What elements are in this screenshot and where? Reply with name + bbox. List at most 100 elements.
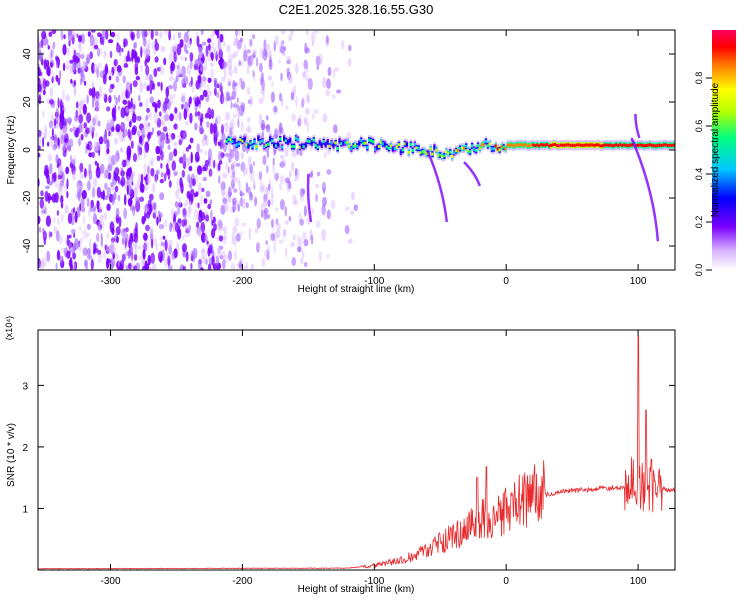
spectral-blob bbox=[106, 143, 109, 149]
ridge-core bbox=[383, 142, 387, 146]
spectral-blob bbox=[311, 31, 316, 44]
spectral-blob bbox=[81, 173, 85, 180]
spectral-blob bbox=[64, 204, 69, 214]
spectral-blob bbox=[188, 97, 191, 108]
spectral-blob bbox=[42, 230, 48, 241]
spectral-blob bbox=[82, 61, 87, 67]
spectral-blob bbox=[246, 66, 250, 75]
spectral-blob bbox=[60, 30, 63, 39]
spectral-blob bbox=[205, 45, 209, 57]
spectral-blob bbox=[149, 96, 154, 104]
spectral-blob bbox=[191, 86, 195, 93]
spectral-blob bbox=[133, 232, 139, 243]
spectral-blob bbox=[49, 61, 53, 68]
spectral-blob bbox=[168, 76, 174, 82]
spectral-blob bbox=[125, 227, 129, 233]
spectral-blob bbox=[102, 92, 106, 100]
ridge-core bbox=[554, 143, 557, 146]
spectral-blob bbox=[156, 155, 161, 162]
spectral-blob bbox=[164, 239, 168, 252]
spectral-blob bbox=[333, 66, 340, 72]
spectral-blob bbox=[280, 159, 286, 169]
spectral-blob bbox=[318, 251, 323, 262]
spectral-blob bbox=[78, 226, 82, 231]
spectral-blob bbox=[170, 208, 175, 220]
spectral-blob bbox=[142, 248, 146, 260]
spectral-blob bbox=[78, 114, 84, 124]
spectral-blob bbox=[170, 61, 176, 72]
spectral-blob bbox=[165, 86, 170, 98]
ridge-core bbox=[492, 147, 496, 151]
spectral-blob bbox=[254, 227, 259, 234]
spectral-blob bbox=[91, 151, 96, 158]
spectral-blob bbox=[189, 52, 194, 62]
spectral-blob bbox=[164, 258, 168, 269]
spectral-blob bbox=[175, 75, 179, 83]
ridge-core bbox=[292, 145, 296, 149]
ridge-core bbox=[397, 143, 401, 147]
spectral-blob bbox=[82, 229, 87, 240]
snr-line bbox=[38, 335, 675, 570]
spectral-blob bbox=[99, 163, 105, 174]
spectral-blob bbox=[288, 35, 293, 41]
ridge-core bbox=[429, 147, 432, 151]
spectral-blob bbox=[315, 55, 321, 66]
spectral-blob bbox=[169, 113, 175, 122]
spectral-blob bbox=[106, 122, 112, 131]
spectral-blob bbox=[116, 44, 121, 53]
spectral-blob bbox=[66, 59, 70, 71]
spectral-blob bbox=[168, 30, 171, 41]
spectral-blob bbox=[154, 209, 158, 215]
spectral-blob bbox=[38, 152, 41, 158]
spectral-blob bbox=[231, 178, 235, 189]
ridge-core bbox=[324, 143, 327, 147]
spectral-blob bbox=[97, 253, 103, 264]
spectral-blob bbox=[261, 257, 266, 268]
spectral-blob bbox=[131, 126, 137, 136]
spectral-blob bbox=[213, 49, 218, 56]
ridge-core bbox=[518, 143, 521, 147]
spectral-blob bbox=[197, 258, 202, 270]
spectral-blob bbox=[213, 159, 216, 169]
ridge-core bbox=[538, 144, 541, 148]
spectral-blob bbox=[71, 245, 76, 255]
spectral-blob bbox=[181, 130, 187, 140]
spectral-blob bbox=[66, 191, 69, 199]
spectral-blob bbox=[117, 194, 121, 202]
spectral-blob bbox=[168, 151, 174, 161]
ridge-core bbox=[439, 153, 442, 157]
spectral-blob bbox=[212, 216, 216, 224]
spectral-blob bbox=[110, 154, 116, 166]
ridge-core bbox=[645, 144, 648, 147]
spectral-blob bbox=[83, 122, 87, 129]
ridge-core bbox=[247, 144, 250, 148]
spectral-blob bbox=[250, 56, 254, 62]
spectral-blob bbox=[111, 194, 116, 205]
spectral-blob bbox=[222, 41, 226, 47]
spectral-blob bbox=[205, 230, 208, 239]
spectral-blob bbox=[115, 123, 121, 133]
spectral-blob bbox=[326, 254, 330, 259]
spectral-blob bbox=[279, 240, 282, 245]
spectral-blob bbox=[61, 171, 65, 183]
spectral-blob bbox=[274, 35, 279, 46]
spectral-blob bbox=[154, 102, 158, 113]
spectral-blob bbox=[49, 99, 54, 105]
spectral-blob bbox=[264, 249, 269, 258]
spectral-blob bbox=[177, 206, 181, 215]
spectral-blob bbox=[55, 230, 60, 242]
spectral-blob bbox=[184, 218, 188, 227]
spectral-blob bbox=[190, 151, 193, 164]
spectral-blob bbox=[92, 96, 96, 102]
spectral-blob bbox=[87, 31, 91, 37]
spectral-blob bbox=[315, 194, 318, 202]
spectral-blob bbox=[323, 187, 326, 195]
ridge-core bbox=[279, 137, 282, 141]
spectral-blob bbox=[116, 32, 120, 42]
spectral-blob bbox=[237, 118, 240, 129]
spectral-blob bbox=[98, 226, 102, 234]
spectral-blob bbox=[228, 52, 233, 64]
spectral-blob bbox=[286, 56, 292, 61]
ridge-core bbox=[389, 144, 393, 148]
spectral-blob bbox=[74, 86, 77, 96]
